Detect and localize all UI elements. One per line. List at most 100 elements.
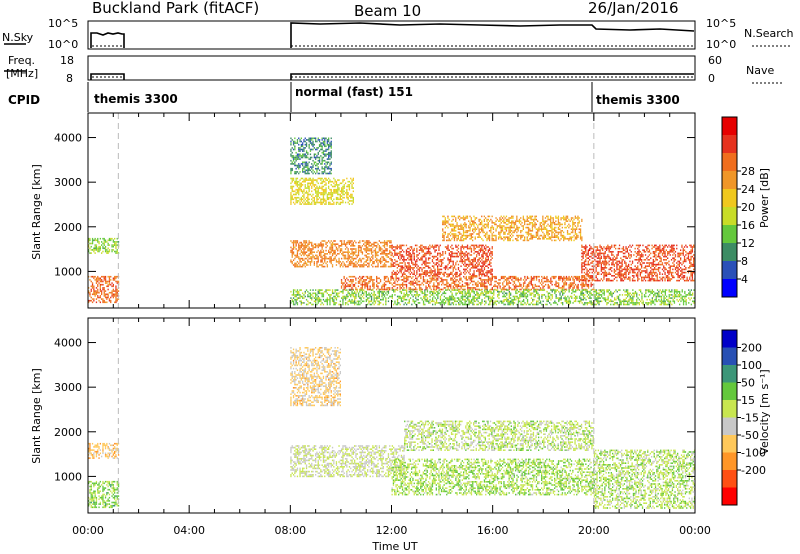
power-cell [298, 150, 300, 152]
power-cell [487, 236, 489, 238]
power-cell [622, 259, 625, 261]
power-cell [367, 248, 369, 250]
power-cell [316, 155, 318, 157]
power-cell [346, 265, 348, 268]
power-cell [618, 244, 621, 247]
power-cell [447, 285, 449, 288]
power-cell [303, 179, 305, 181]
power-cell [555, 231, 557, 234]
power-cell [409, 280, 412, 283]
power-cell [316, 198, 318, 201]
power-cell [472, 267, 474, 269]
power-cell [559, 223, 561, 226]
power-cell [472, 260, 474, 263]
power-cell [499, 234, 501, 237]
power-cell [603, 246, 605, 248]
power-cell [590, 246, 592, 248]
power-cell [637, 244, 639, 247]
power-cell [317, 139, 319, 141]
power-cell [324, 166, 326, 168]
power-cell [612, 259, 614, 261]
power-cell [651, 276, 653, 279]
power-cell [465, 231, 467, 234]
power-cell [107, 244, 109, 246]
power-cell [635, 259, 638, 261]
power-cell [357, 264, 360, 266]
power-cell [608, 260, 610, 263]
power-cell [530, 283, 532, 286]
power-cell [330, 145, 332, 148]
power-cell [352, 280, 354, 283]
power-cell [311, 142, 313, 144]
power-cell [482, 257, 484, 259]
power-cell [511, 288, 513, 291]
power-cell [110, 275, 112, 278]
power-cell [350, 280, 352, 283]
power-cell [337, 248, 339, 250]
power-cell [515, 285, 517, 288]
power-cell [569, 279, 571, 281]
power-cell [456, 252, 458, 255]
power-cell [422, 262, 424, 264]
power-cell [404, 263, 406, 266]
power-cell [111, 293, 113, 296]
power-cell [559, 222, 561, 224]
power-cell [435, 246, 437, 248]
power-cell [115, 242, 117, 245]
power-cell [305, 254, 308, 257]
power-cell [490, 268, 492, 271]
power-cell [587, 249, 589, 251]
power-cell [399, 259, 401, 261]
power-cell [291, 156, 293, 159]
power-cell [656, 247, 658, 250]
power-cell [468, 225, 470, 227]
power-cell [351, 187, 353, 189]
power-cell [473, 247, 475, 250]
power-cell [304, 179, 306, 181]
power-cell [103, 242, 105, 245]
power-cell [295, 201, 297, 204]
power-cell [437, 259, 439, 261]
power-cell [630, 254, 632, 256]
power-cell [300, 137, 302, 140]
power-cell [469, 215, 471, 218]
power-cell [631, 278, 634, 280]
power-cell [424, 273, 426, 275]
power-cell [361, 240, 364, 242]
power-cell [559, 287, 561, 289]
power-cell [296, 153, 299, 156]
power-cell [507, 226, 509, 229]
power-cell [379, 279, 382, 281]
power-cell [452, 260, 454, 263]
power-cell [369, 277, 371, 280]
power-cell [360, 248, 362, 250]
power-cell [292, 140, 295, 143]
power-cell [635, 255, 638, 258]
power-cell [411, 267, 413, 269]
power-cell [303, 240, 305, 242]
power-cell [427, 259, 430, 261]
power-cell [542, 238, 544, 240]
power-cell [328, 177, 330, 180]
power-cell [574, 275, 577, 278]
power-cell [292, 143, 295, 146]
power-cell [479, 270, 482, 272]
power-cell [596, 249, 599, 251]
power-cell [95, 290, 98, 292]
power-cell [390, 259, 392, 261]
power-cell [446, 247, 448, 250]
power-cell [346, 257, 348, 260]
power-cell [489, 271, 491, 274]
power-cell [333, 243, 335, 245]
power-cell [583, 279, 586, 282]
power-cell [626, 247, 628, 250]
power-cell [448, 218, 450, 221]
power-cell [321, 201, 323, 204]
power-cell [444, 222, 446, 224]
power-cell [560, 238, 562, 240]
power-cell [337, 243, 339, 245]
power-cell [470, 218, 472, 221]
power-cell [518, 220, 521, 222]
power-cell [409, 282, 412, 284]
power-cell [638, 268, 640, 271]
